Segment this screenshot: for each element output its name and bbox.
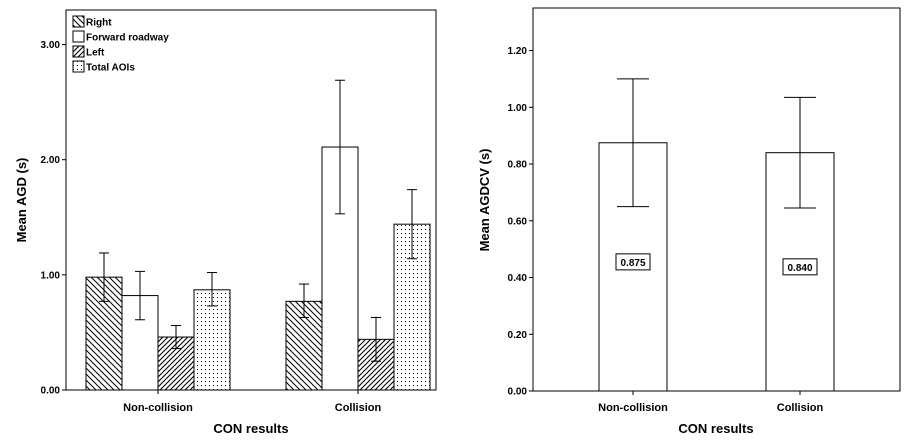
agd-y-axis: 0.00 1.00 2.00 3.00 <box>41 40 66 397</box>
agd-plot-frame <box>65 9 437 391</box>
agd-legend: Right Forward roadway Left Total AOIs <box>72 15 169 74</box>
agd-error-bar <box>371 316 381 362</box>
agdcv-error-bar <box>617 78 649 208</box>
agdcv-data-label: 0.875 <box>615 253 651 271</box>
agdcv-y-axis-label: Mean AGDCV (s) <box>477 149 492 252</box>
agdcv-y-tick-label: 1.00 <box>508 103 528 114</box>
agdcv-y-tick-label: 0.00 <box>508 387 528 398</box>
agdcv-error-bars <box>617 78 816 209</box>
agdcv-x-axis-label: CON results <box>678 421 753 436</box>
agd-legend-swatch <box>72 60 85 73</box>
agd-error-bar <box>299 283 309 318</box>
agd-error-bar <box>207 272 217 307</box>
agdcv-plot-frame <box>532 7 901 392</box>
agdcv-category-label: Collision <box>777 402 824 414</box>
agd-chart: 0.001.002.003.00 Non-collision Collision … <box>14 9 437 436</box>
agd-y-tick-label: 1.00 <box>41 270 61 281</box>
agd-legend-label: Forward roadway <box>86 33 169 44</box>
agd-error-bar <box>135 270 145 321</box>
agdcv-data-label-text: 0.875 <box>620 258 645 269</box>
agd-y-tick-label: 3.00 <box>41 40 61 51</box>
agd-legend-item: Total AOIs <box>72 60 135 74</box>
agd-error-bars <box>99 79 417 362</box>
agd-category-label: Non-collision <box>123 402 193 414</box>
agd-legend-label: Right <box>86 18 112 29</box>
agd-legend-label: Total AOIs <box>86 63 135 74</box>
agdcv-category-label: Non-collision <box>598 402 668 414</box>
agd-error-bar <box>407 189 417 260</box>
agdcv-y-tick-label: 0.40 <box>508 273 528 284</box>
agdcv-y-tick-label: 0.60 <box>508 216 528 227</box>
agd-legend-swatch <box>72 15 85 28</box>
agd-bars <box>85 146 431 391</box>
agd-legend-item: Right <box>72 15 112 29</box>
agd-category-label: Collision <box>335 402 382 414</box>
agdcv-y-tick-label: 1.20 <box>508 46 528 57</box>
agd-categories: Non-collision Collision <box>123 390 381 414</box>
agd-y-axis-label: Mean AGD (s) <box>14 158 29 243</box>
agd-error-bar <box>171 325 181 350</box>
agdcv-chart: 0.000.200.400.600.801.001.20 0.875 0.840 … <box>477 7 901 436</box>
agd-error-bar <box>335 79 345 215</box>
agd-legend-swatch <box>72 45 85 58</box>
agdcv-data-label: 0.840 <box>782 258 818 276</box>
agd-y-tick-label: 2.00 <box>41 155 61 166</box>
agd-bar-total-aois <box>193 289 231 391</box>
agd-x-axis-label: CON results <box>213 421 288 436</box>
agdcv-error-bar <box>784 96 816 209</box>
agdcv-y-axis: 0.00 0.20 0.40 0.60 0.80 1.00 1.20 <box>508 46 533 398</box>
agdcv-categories: Non-collision Collision <box>598 391 823 414</box>
agdcv-y-tick-label: 0.80 <box>508 160 528 171</box>
agd-y-tick-label: 0.00 <box>41 386 61 397</box>
agd-legend-label: Left <box>86 48 105 59</box>
agd-legend-item: Left <box>72 45 105 59</box>
agd-legend-item: Forward roadway <box>72 30 169 44</box>
agdcv-y-tick-label: 0.20 <box>508 330 528 341</box>
agdcv-data-labels: 0.875 0.840 <box>615 253 818 276</box>
agd-error-bar <box>99 252 109 302</box>
agdcv-data-label-text: 0.840 <box>787 263 812 274</box>
agd-legend-swatch <box>72 30 85 43</box>
